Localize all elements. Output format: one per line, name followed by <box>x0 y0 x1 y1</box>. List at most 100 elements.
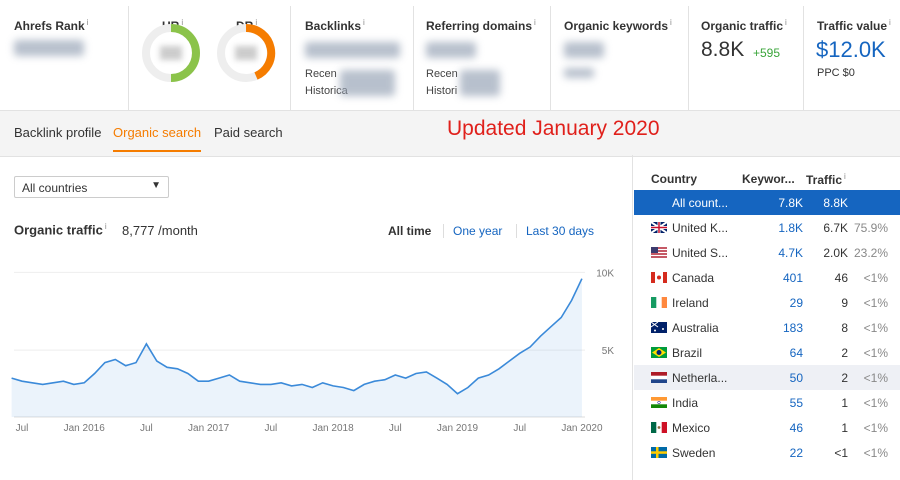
dropdown[interactable]: All countries ▼ <box>14 176 169 198</box>
share: <1% <box>863 421 888 435</box>
table-row[interactable]: Canada 401 46 <1% <box>634 265 900 290</box>
blurred <box>460 70 500 96</box>
keywords[interactable]: 46 <box>789 421 803 435</box>
traffic: 8 <box>841 321 848 335</box>
country-name: Brazil <box>672 346 703 360</box>
traffic: 1 <box>841 421 848 435</box>
traffic: 6.7K <box>823 221 848 235</box>
share: <1% <box>863 296 888 310</box>
share: 23.2% <box>853 246 888 260</box>
traffic: <1 <box>834 446 848 460</box>
tab[interactable]: Backlink profile <box>14 125 102 140</box>
keywords[interactable]: 4.7K <box>778 246 803 260</box>
table-row[interactable]: United S... 4.7K 2.0K 23.2% <box>634 240 900 265</box>
table-row[interactable]: India 55 1 <1% <box>634 390 900 415</box>
keywords[interactable]: 64 <box>789 346 803 360</box>
keywords[interactable]: 401 <box>782 271 803 285</box>
traffic: 2 <box>841 346 848 360</box>
divider <box>803 6 804 110</box>
share: <1% <box>863 446 888 460</box>
table-row[interactable]: Netherla... 50 2 <1% <box>634 365 900 390</box>
x-tick-label: Jan 2019 <box>437 423 479 434</box>
range-button[interactable]: One year <box>453 224 503 238</box>
country-name: Netherla... <box>672 371 728 385</box>
metric-label: Organic keywords i <box>564 18 672 33</box>
metric-label: Organic traffic i <box>701 18 787 33</box>
metric-label: Ahrefs Rank i <box>14 18 89 33</box>
x-tick-label: Jul <box>389 423 402 434</box>
x-tick-label: Jan 2016 <box>64 423 106 434</box>
column-header[interactable]: Country <box>651 172 697 186</box>
keywords[interactable]: 183 <box>782 321 803 335</box>
metric-label: Backlinks i <box>305 18 365 33</box>
country-name: United K... <box>672 221 729 235</box>
column-header[interactable]: Traffic i <box>806 172 846 187</box>
metric-value: $12.0K <box>816 37 886 62</box>
gauges <box>142 23 276 82</box>
metric-label: Referring domains i <box>426 18 536 33</box>
table-row[interactable]: Sweden 22 <1 <1% <box>634 440 900 465</box>
keywords[interactable]: 55 <box>789 396 803 410</box>
table-row[interactable]: Australia 183 8 <1% <box>634 315 900 340</box>
flag <box>651 397 667 408</box>
flag <box>651 297 667 308</box>
table-row[interactable]: Mexico 46 1 <1% <box>634 415 900 440</box>
tab[interactable]: Organic search <box>113 125 202 152</box>
x-tick-label: Jul <box>140 423 153 434</box>
table-row[interactable]: All count... 7.8K 8.8K <box>634 190 900 215</box>
tab[interactable]: Paid search <box>214 125 283 140</box>
separator <box>443 224 444 238</box>
country-name: United S... <box>672 246 729 260</box>
blurred <box>14 40 84 56</box>
country-name: Sweden <box>672 446 716 460</box>
divider <box>128 6 129 110</box>
flag <box>651 347 667 358</box>
row-label: Historica <box>305 85 348 97</box>
country-name: All count... <box>672 196 729 210</box>
chart-title: Organic traffic i <box>14 222 107 238</box>
divider <box>290 6 291 110</box>
divider <box>550 6 551 110</box>
share: <1% <box>863 321 888 335</box>
blurred <box>305 42 400 58</box>
country-name: Ireland <box>672 296 709 310</box>
row-label: Histori <box>426 85 458 97</box>
keywords[interactable]: 22 <box>789 446 803 460</box>
flag <box>651 322 667 333</box>
table-row[interactable]: Ireland 29 9 <1% <box>634 290 900 315</box>
keywords[interactable]: 1.8K <box>778 221 803 235</box>
share: <1% <box>863 396 888 410</box>
share: <1% <box>863 371 888 385</box>
keywords[interactable]: 50 <box>789 371 803 385</box>
table-row[interactable]: United K... 1.8K 6.7K 75.9% <box>634 215 900 240</box>
keywords[interactable]: 7.8K <box>778 196 803 210</box>
chart: 5K 10K Jul Jan 2016 Jul Jan 2017 Jul Jan 2018 Ju… <box>11 268 614 434</box>
divider <box>632 155 633 480</box>
country-name: Australia <box>672 321 719 335</box>
metric-label: Traffic value i <box>817 18 891 33</box>
range-button[interactable]: All time <box>388 224 432 238</box>
table-row[interactable]: Brazil 64 2 <1% <box>634 340 900 365</box>
blurred <box>564 68 594 78</box>
line <box>11 278 583 395</box>
blurred <box>340 70 395 96</box>
range-button[interactable]: Last 30 days <box>526 224 595 238</box>
traffic: 46 <box>834 271 848 285</box>
traffic: 2.0K <box>823 246 848 260</box>
traffic: 8.8K <box>823 196 848 210</box>
metric-value: 8.8K <box>701 38 745 61</box>
country-name: Canada <box>672 271 715 285</box>
row-label: Recen <box>426 68 458 80</box>
flag <box>651 272 667 283</box>
metric-sub: PPC $0 <box>817 67 855 79</box>
column-header[interactable]: Keywor... <box>742 172 795 186</box>
chart-subtitle: 8,777 /month <box>122 223 198 238</box>
share: <1% <box>863 271 888 285</box>
banner: Updated January 2020 <box>447 117 660 140</box>
keywords[interactable]: 29 <box>789 296 803 310</box>
x-tick-label: Jul <box>513 423 526 434</box>
separator <box>516 224 517 238</box>
flag <box>651 372 667 383</box>
y-tick-label: 10K <box>596 268 614 279</box>
